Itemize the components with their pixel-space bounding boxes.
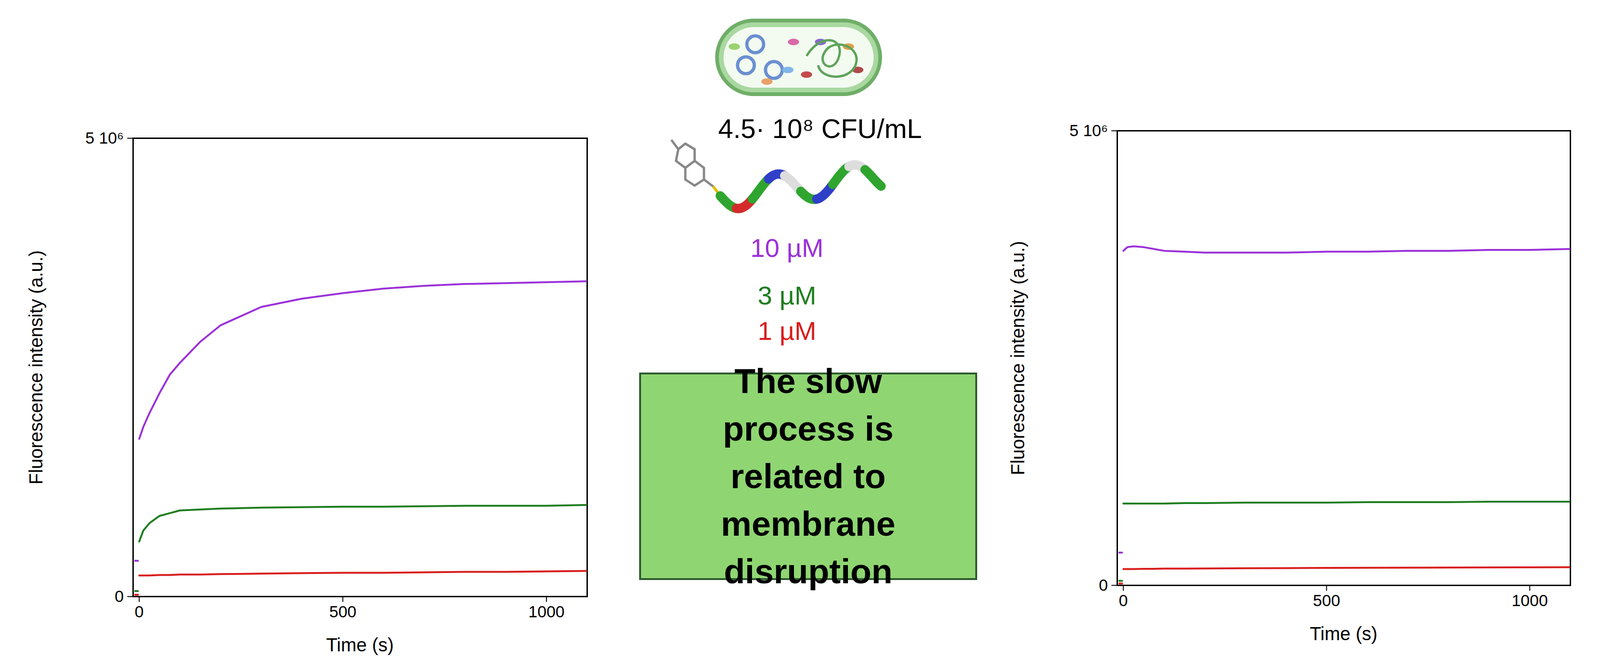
- html-text:1 µM: 1 µM: [757, 316, 817, 346]
- svg-text:1000: 1000: [1511, 591, 1548, 610]
- html-text:The slow process is related to: The slow process is related to membrane …: [720, 361, 896, 591]
- html-text:Fluorescence intensity (a.u.): Fluorescence intensity (a.u.): [1007, 240, 1028, 475]
- html-text:Fluorescence intensity (a.u.): Fluorescence intensity (a.u.): [25, 250, 47, 485]
- svg-text:0: 0: [1098, 575, 1108, 594]
- html-text:10 µM: 10 µM: [750, 233, 824, 263]
- html-text:Time (s): Time (s): [1309, 623, 1378, 644]
- svg-text:5 10⁶: 5 10⁶: [85, 128, 125, 147]
- svg-text:0: 0: [1118, 591, 1128, 610]
- html-text:4.5· 10⁸ CFU/mL: 4.5· 10⁸ CFU/mL: [718, 113, 922, 144]
- html-text:Time (s): Time (s): [326, 634, 394, 656]
- svg-text:0: 0: [134, 602, 144, 621]
- html-text:3 µM: 3 µM: [757, 280, 817, 311]
- svg-text:500: 500: [1312, 591, 1340, 610]
- svg-text:5 10⁶: 5 10⁶: [1069, 121, 1109, 140]
- svg-text:0: 0: [114, 586, 124, 606]
- svg-text:500: 500: [329, 602, 357, 621]
- svg-text:1000: 1000: [528, 602, 565, 621]
